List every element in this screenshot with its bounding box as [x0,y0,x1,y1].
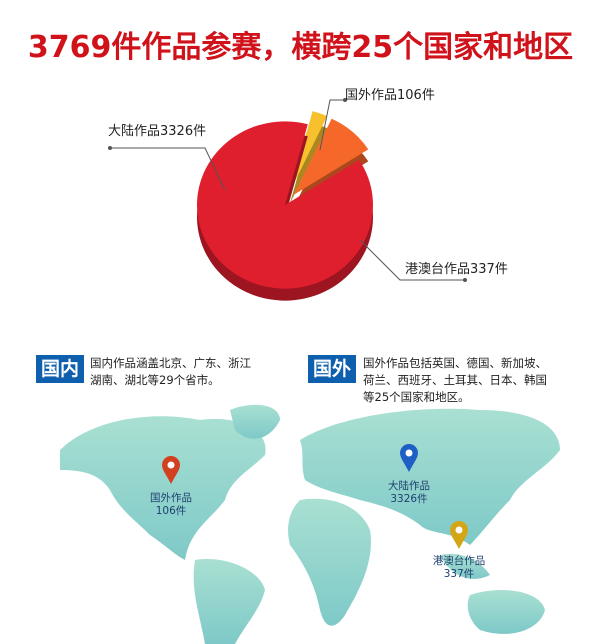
leader-line [110,147,226,191]
pin-text: 港澳台作品 [432,555,486,567]
pin-text: 337件 [443,568,475,580]
pin-label-mainland: 大陆作品 3326件 [388,480,430,506]
pin-label-hmt: 港澳台作品 337件 [433,555,486,581]
north-america [60,416,266,560]
africa [288,498,371,626]
south-america [193,559,265,644]
pie-slice-top [289,111,328,192]
pie-slice-top [294,118,369,195]
desc-line: 荷兰、西班牙、土耳其、日本、韩国 [363,373,547,387]
desc-line: 国内作品涵盖北京、广东、浙江 [90,356,251,370]
map-pin-dot [405,449,413,457]
leader-line [359,239,465,281]
map-pin-icon [400,444,418,472]
foreign-badge: 国外 [308,355,357,383]
southeast-asia [440,553,490,579]
pin-text: 国外作品 [150,492,192,504]
australia [467,590,545,634]
map-pin-dot [167,461,175,469]
pie-slice-大陆作品 [197,121,374,301]
desc-line: 等25个国家和地区。 [363,390,470,404]
label-foreign: 国外作品106件 [345,88,435,103]
europe-asia [300,408,560,545]
map-pin-icon [450,521,468,549]
label-hmt: 港澳台作品337件 [405,262,508,277]
leader-line [319,99,345,151]
desc-line: 国外作品包括英国、德国、新加坡、 [363,356,547,370]
map-pin-dot [455,526,463,534]
pie-chart [108,98,467,301]
map-pin-icon [162,456,180,484]
pin-text: 106件 [155,505,187,517]
greenland [230,404,280,439]
pie-slice-side [289,123,328,204]
label-mainland: 大陆作品3326件 [108,124,207,139]
pie-slice-top [197,121,374,289]
desc-line: 湖南、湖北等29个省市。 [90,373,220,387]
pin-text: 大陆作品 [388,480,430,492]
page-title: 3769件作品参赛，横跨25个国家和地区 [27,30,574,65]
foreign-description: 国外作品包括英国、德国、新加坡、 荷兰、西班牙、土耳其、日本、韩国 等25个国家… [363,355,547,406]
domestic-description: 国内作品涵盖北京、广东、浙江 湖南、湖北等29个省市。 [90,355,251,389]
leader-dot [108,146,112,150]
pie-slice-港澳台作品 [294,118,369,207]
leader-dot [343,98,347,102]
pin-text: 3326件 [390,493,428,505]
domestic-badge: 国内 [36,355,85,383]
pin-label-foreign: 国外作品 106件 [150,492,192,518]
leader-dot [463,278,467,282]
pie-slice-国外作品 [289,111,328,204]
